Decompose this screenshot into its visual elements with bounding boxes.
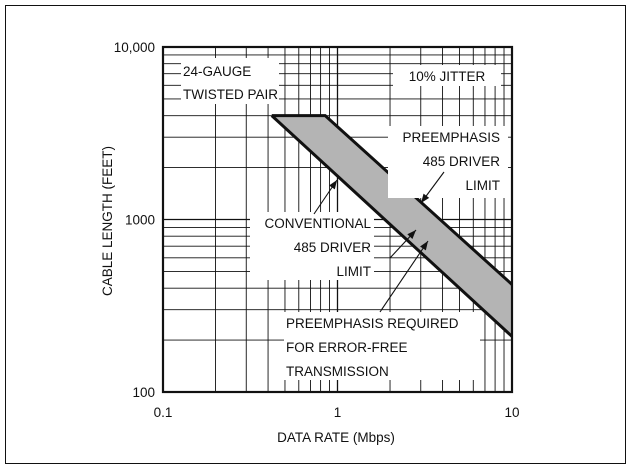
x-tick-label: 0.1: [154, 405, 173, 420]
region-label: FOR ERROR-FREE: [286, 340, 408, 355]
cable-label-line: TWISTED PAIR: [183, 87, 278, 102]
region-label-box: [284, 312, 480, 380]
preemphasis-limit-arrow-head: [421, 193, 430, 203]
tick-labels: 0.1 1 10 100 1000 10,000: [114, 40, 520, 420]
conventional-limit-label: LIMIT: [336, 264, 371, 279]
region-label: PREEMPHASIS REQUIRED: [286, 316, 459, 331]
y-axis-label: CABLE LENGTH (FEET): [100, 146, 115, 296]
conventional-limit-label: CONVENTIONAL: [264, 216, 371, 231]
annotations: 24-GAUGE TWISTED PAIR 10% JITTER PREEMPHASI…: [181, 58, 508, 380]
region-arrow-head: [420, 241, 428, 251]
conventional-limit-label: 485 DRIVER: [294, 240, 372, 255]
y-tick-label: 1000: [125, 213, 155, 228]
conventional-limit-line: [270, 114, 514, 338]
y-tick-label: 100: [132, 385, 155, 400]
conventional-limit-arrow-head: [407, 230, 416, 239]
conventional-limit-arrow-head: [329, 180, 337, 190]
x-tick-label: 10: [504, 405, 519, 420]
region-label: TRANSMISSION: [286, 364, 389, 379]
preemphasis-limit-box: [388, 126, 508, 198]
x-axis-label: DATA RATE (Mbps): [277, 430, 395, 445]
cable-label-line: 24-GAUGE: [183, 64, 251, 79]
y-tick-label: 10,000: [114, 40, 155, 55]
conventional-limit-box: [250, 212, 374, 280]
region-arrow: [379, 240, 429, 313]
preemphasis-limit-label: PREEMPHASIS: [402, 130, 500, 145]
x-tick-label: 1: [334, 405, 342, 420]
preemphasis-limit-label: LIMIT: [465, 178, 500, 193]
preemphasis-limit-line: [271, 114, 514, 286]
preemphasis-limit-label: 485 DRIVER: [423, 154, 501, 169]
jitter-label-box: [393, 65, 501, 86]
jitter-label: 10% JITTER: [409, 69, 486, 84]
plot-border: [161, 45, 514, 394]
cable-label-box: [181, 58, 279, 104]
